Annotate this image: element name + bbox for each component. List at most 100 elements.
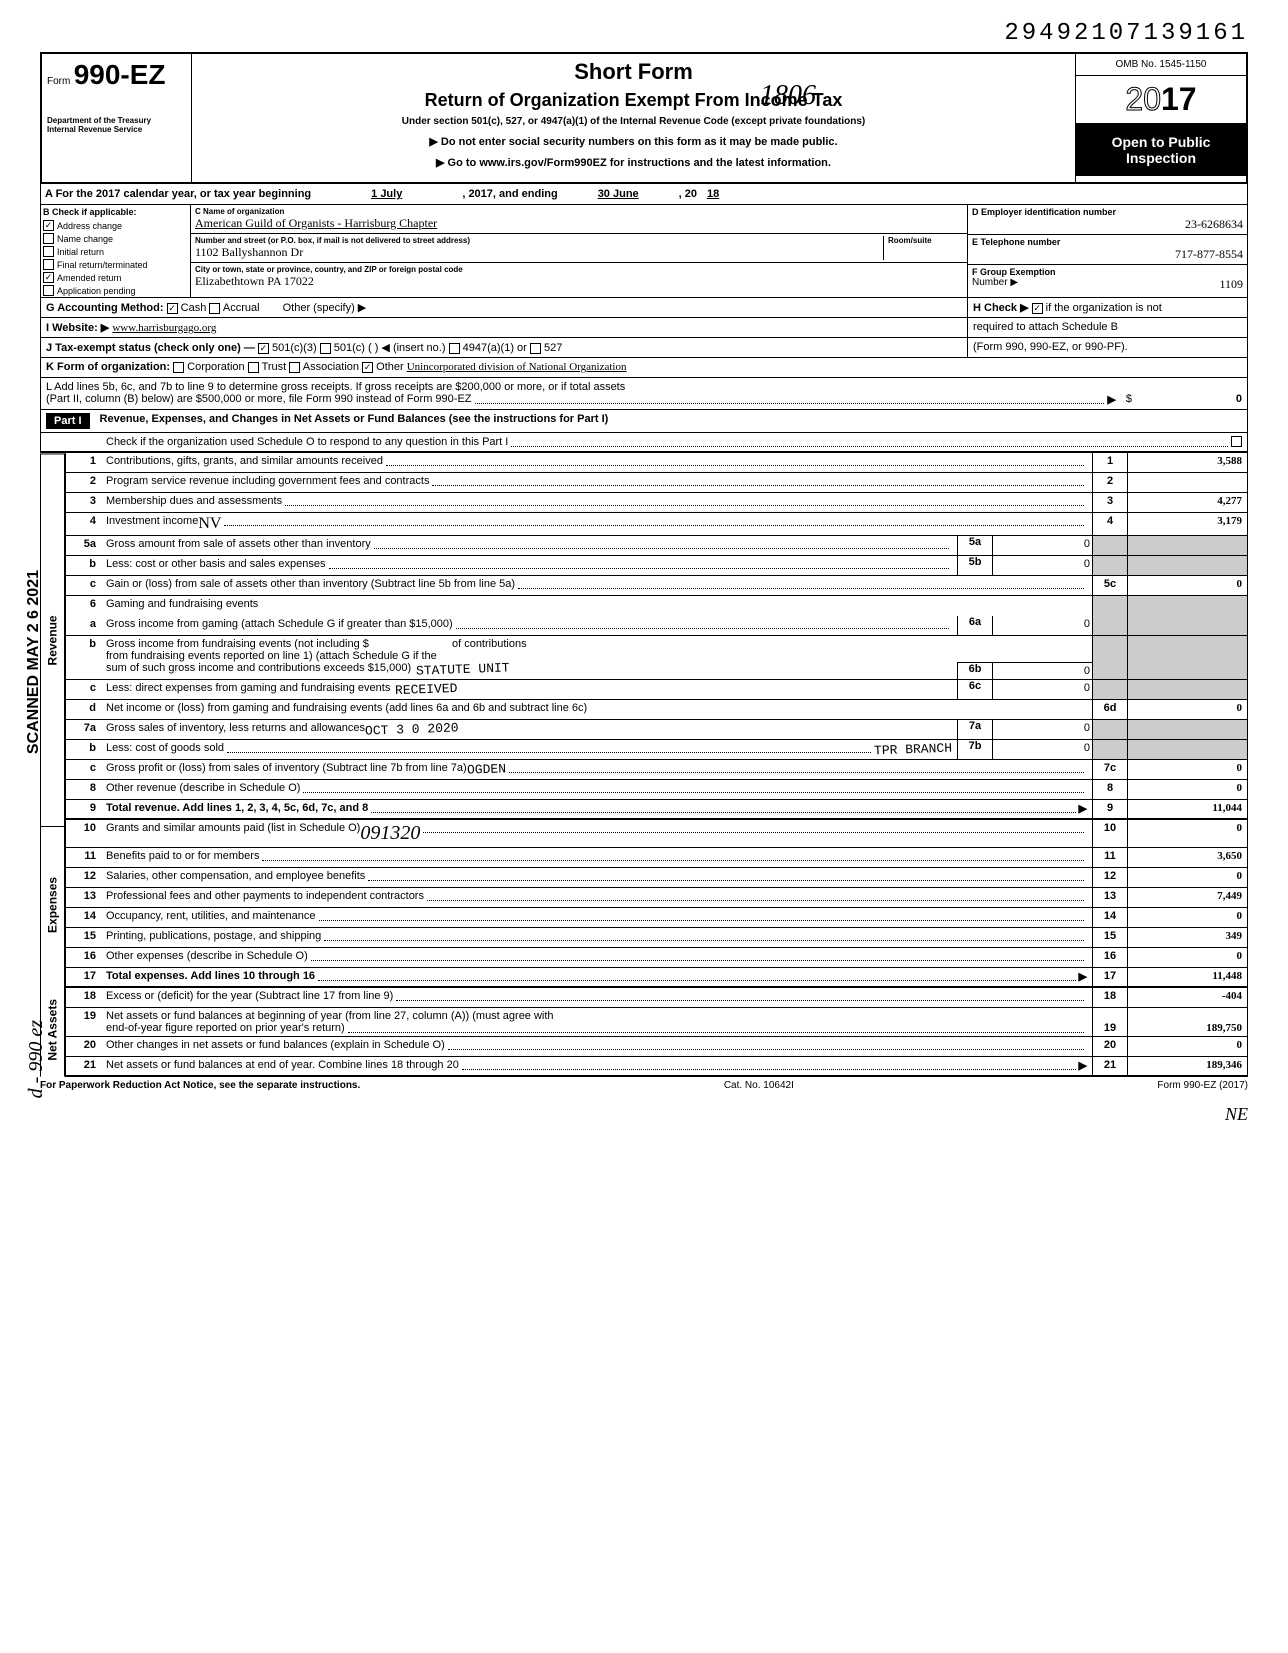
line-12: 12 Salaries, other compensation, and emp… [65, 868, 1248, 888]
501c3-label: 501(c)(3) [272, 342, 317, 354]
part1-check-text: Check if the organization used Schedule … [106, 436, 508, 448]
trust-label: Trust [262, 361, 287, 373]
expenses-label: Expenses [40, 826, 65, 982]
j-label: J Tax-exempt status (check only one) — [46, 342, 255, 354]
line-1: 1 Contributions, gifts, grants, and simi… [65, 453, 1248, 473]
city-value: Elizabethtown PA 17022 [195, 274, 963, 289]
k-label: K Form of organization: [46, 361, 170, 373]
ein-value: 23-6268634 [972, 217, 1243, 232]
footer-left: For Paperwork Reduction Act Notice, see … [40, 1080, 360, 1091]
527-checkbox[interactable] [530, 343, 541, 354]
line-6d: d Net income or (loss) from gaming and f… [65, 700, 1248, 720]
room-label: Room/suite [888, 236, 963, 245]
check-address-change[interactable]: ✓Address change [41, 219, 190, 232]
assoc-checkbox[interactable] [289, 362, 300, 373]
initials-nv: NV [198, 515, 221, 533]
check-amended[interactable]: ✓Amended return [41, 271, 190, 284]
year-outline: 20 [1125, 81, 1161, 117]
line9-text: Total revenue. Add lines 1, 2, 3, 4, 5c,… [106, 802, 368, 816]
schedule-b-text: required to attach Schedule B [967, 318, 1247, 337]
row-j: J Tax-exempt status (check only one) — ✓… [40, 338, 1248, 358]
other-label: Other [376, 361, 404, 373]
handdate-stamp: 091320 [360, 822, 420, 845]
phone-value: 717-877-8554 [972, 247, 1243, 262]
form-header: Form 990-EZ Department of the Treasury I… [40, 52, 1248, 184]
org-name: American Guild of Organists - Harrisburg… [195, 216, 963, 231]
form-prefix: Form [47, 76, 70, 87]
501c-label: 501(c) ( [334, 342, 372, 354]
begin-date: 1 July [371, 188, 402, 200]
l-dollar: $ [1126, 393, 1132, 406]
cash-label: Cash [181, 302, 207, 314]
4947-checkbox[interactable] [449, 343, 460, 354]
website-value: www.harrisburgago.org [112, 322, 216, 334]
line-9: 9 Total revenue. Add lines 1, 2, 3, 4, 5… [65, 800, 1248, 820]
l-text1: L Add lines 5b, 6c, and 7b to line 9 to … [46, 381, 1242, 393]
netassets-label: Net Assets [40, 982, 65, 1077]
ssn-notice: ▶ Do not enter social security numbers o… [197, 135, 1070, 148]
f-number-label: Number ▶ [972, 277, 1018, 292]
h-text: if the organization is not [1046, 302, 1162, 314]
i-label: I Website: ▶ [46, 322, 109, 334]
line-5a: 5a Gross amount from sale of assets othe… [65, 536, 1248, 556]
addr-label: Number and street (or P.O. box, if mail … [195, 236, 883, 245]
footer-right: Form 990-EZ (2017) [1157, 1080, 1248, 1091]
form-title-short: Short Form [197, 59, 1070, 85]
section-b: B Check if applicable: ✓Address change N… [40, 205, 1248, 298]
check-app-pending[interactable]: Application pending [41, 284, 190, 297]
line-14: 14 Occupancy, rent, utilities, and maint… [65, 908, 1248, 928]
other-org-value: Unincorporated division of National Orga… [407, 361, 627, 373]
check-final-return[interactable]: Final return/terminated [41, 258, 190, 271]
row-i: I Website: ▶ www.harrisburgago.org requi… [40, 318, 1248, 338]
row-g: G Accounting Method: ✓ Cash Accrual Othe… [40, 298, 1248, 318]
statute-stamp: STATUTE UNIT [416, 660, 510, 678]
bottom-initials: NE [40, 1104, 1248, 1125]
year-bold: 17 [1161, 81, 1197, 117]
document-number: 29492107139161 [40, 20, 1248, 47]
part1-checkbox[interactable] [1231, 436, 1242, 447]
l-value: 0 [1142, 393, 1242, 406]
form990-note: (Form 990, 990-EZ, or 990-PF). [967, 338, 1247, 357]
corp-checkbox[interactable] [173, 362, 184, 373]
inspection-label: Open to Public Inspection [1076, 124, 1246, 176]
501c3-checkbox[interactable]: ✓ [258, 343, 269, 354]
check-name-change[interactable]: Name change [41, 232, 190, 245]
trust-checkbox[interactable] [248, 362, 259, 373]
line-21: 21 Net assets or fund balances at end of… [65, 1057, 1248, 1077]
assoc-label: Association [303, 361, 359, 373]
accrual-label: Accrual [223, 302, 260, 314]
4947-label: 4947(a)(1) or [463, 342, 527, 354]
line-15: 15 Printing, publications, postage, and … [65, 928, 1248, 948]
g-label: G Accounting Method: [46, 302, 164, 314]
check-initial-return[interactable]: Initial return [41, 245, 190, 258]
line-4: 4 Investment incomeNV 4 3,179 [65, 513, 1248, 536]
line-6b: b Gross income from fundraising events (… [65, 636, 1248, 680]
row-k: K Form of organization: Corporation Trus… [40, 358, 1248, 378]
line-3: 3 Membership dues and assessments 3 4,27… [65, 493, 1248, 513]
line17-text: Total expenses. Add lines 10 through 16 [106, 970, 315, 984]
527-label: 527 [544, 342, 562, 354]
under-section-text: Under section 501(c), 527, or 4947(a)(1)… [197, 116, 1070, 127]
line-11: 11 Benefits paid to or for members 11 3,… [65, 848, 1248, 868]
line-7c: c Gross profit or (loss) from sales of i… [65, 760, 1248, 780]
501c-checkbox[interactable] [320, 343, 331, 354]
group-exemption-value: 1109 [1219, 277, 1243, 292]
footer: For Paperwork Reduction Act Notice, see … [40, 1077, 1248, 1094]
accrual-checkbox[interactable] [209, 303, 220, 314]
dept-irs: Internal Revenue Service [47, 125, 186, 134]
other-checkbox[interactable]: ✓ [362, 362, 373, 373]
website-notice: ▶ Go to www.irs.gov/Form990EZ for instru… [197, 156, 1070, 169]
main-table: Revenue Expenses Net Assets 1 Contributi… [40, 452, 1248, 1077]
other-method-label: Other (specify) ▶ [283, 302, 367, 314]
cash-checkbox[interactable]: ✓ [167, 303, 178, 314]
end-date: 30 June [598, 188, 639, 200]
e-phone-label: E Telephone number [972, 237, 1243, 247]
part1-label: Part I [46, 413, 90, 429]
c-name-label: C Name of organization [195, 207, 963, 216]
footer-center: Cat. No. 10642I [724, 1080, 794, 1091]
line-7a: 7a Gross sales of inventory, less return… [65, 720, 1248, 740]
line-8: 8 Other revenue (describe in Schedule O)… [65, 780, 1248, 800]
line-5b: b Less: cost or other basis and sales ex… [65, 556, 1248, 576]
h-checkbox[interactable]: ✓ [1032, 303, 1043, 314]
row-a-mid: , 2017, and ending [462, 188, 557, 200]
